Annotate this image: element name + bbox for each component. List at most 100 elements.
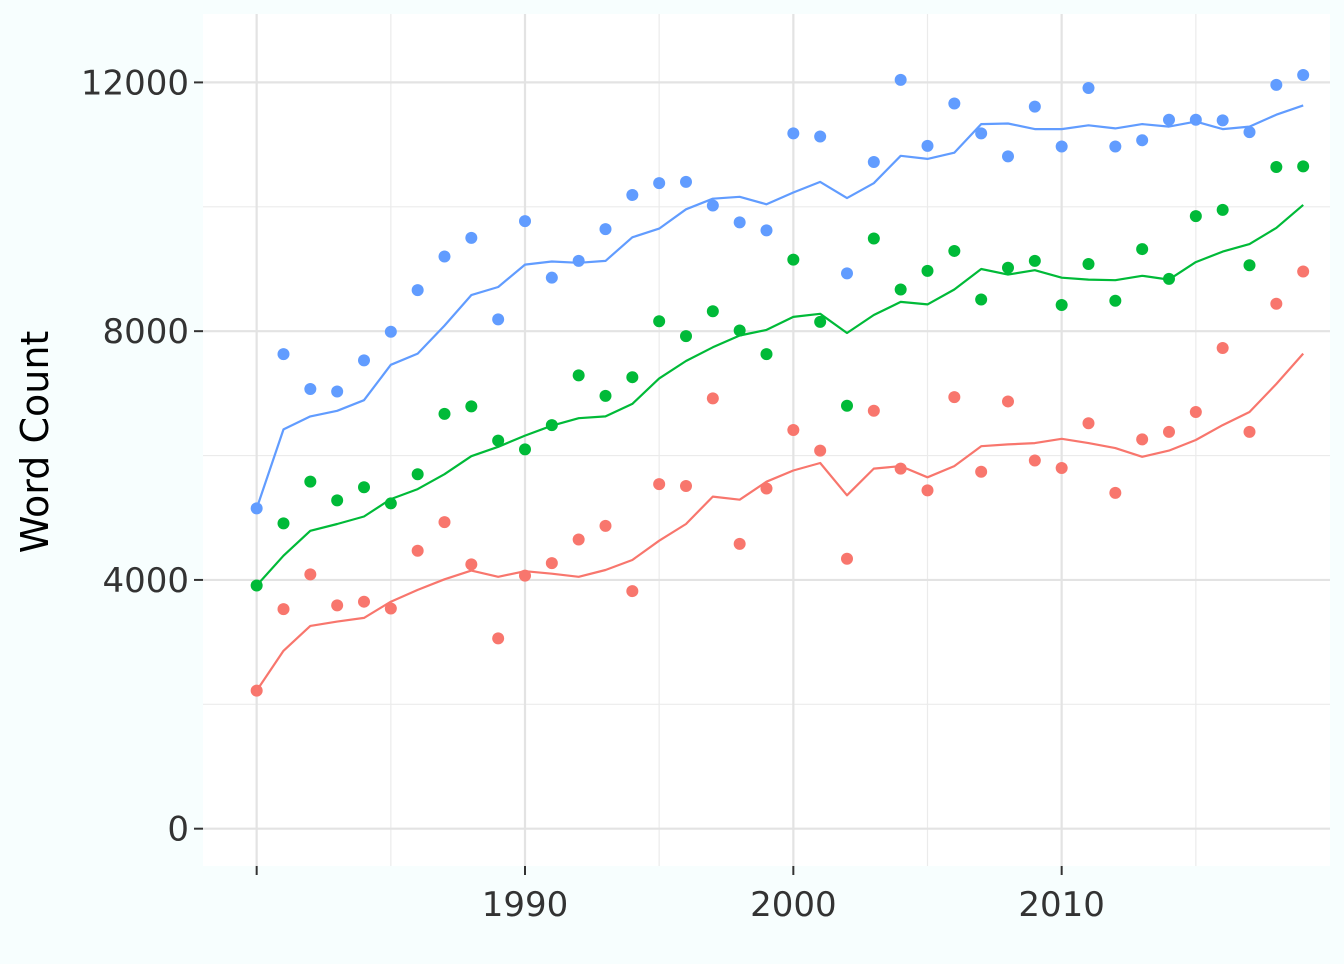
- series-3-point: [250, 684, 263, 697]
- series-2-point: [1216, 203, 1229, 216]
- series-2-point: [572, 369, 585, 382]
- series-2-point: [277, 517, 290, 530]
- series-2-point: [653, 315, 666, 328]
- series-2-point: [331, 494, 344, 507]
- series-3-point: [331, 599, 344, 612]
- series-1-point: [1028, 100, 1041, 113]
- series-2-point: [948, 244, 961, 257]
- series-1-point: [814, 130, 827, 143]
- series-2-point: [975, 293, 988, 306]
- series-1-point: [572, 254, 585, 267]
- series-3-point: [787, 424, 800, 437]
- series-2-point: [894, 283, 907, 296]
- series-3-point: [1082, 417, 1095, 430]
- series-3-point: [384, 602, 397, 615]
- series-1-point: [706, 199, 719, 212]
- series-1-trend-line: [255, 104, 1304, 509]
- series-1-point: [438, 250, 451, 263]
- x-tick-label: 2000: [750, 885, 837, 925]
- series-1-point: [921, 139, 934, 152]
- y-axis-title: Word Count: [13, 331, 57, 554]
- series-2-trend-line: [255, 204, 1304, 587]
- series-1-point: [1002, 150, 1014, 163]
- series-1-point: [1297, 68, 1310, 81]
- series-2-point: [599, 389, 612, 402]
- series-2-point: [1189, 210, 1202, 223]
- series-1-point: [1109, 140, 1122, 153]
- series-3-point: [492, 632, 505, 645]
- series-1-point: [680, 175, 692, 188]
- series-1-point: [948, 97, 961, 110]
- series-2-point: [1082, 258, 1095, 271]
- series-1-point: [1216, 114, 1229, 127]
- series-1-point: [384, 325, 397, 338]
- series-3-point: [733, 537, 746, 550]
- series-1-point: [411, 284, 424, 297]
- series-2-point: [1163, 272, 1175, 285]
- series-3-point: [1216, 341, 1229, 354]
- series-1-point: [1163, 113, 1175, 126]
- series-1-point: [1136, 134, 1149, 147]
- series-2-point: [250, 579, 263, 592]
- series-2-point: [626, 371, 639, 384]
- series-3-point: [894, 462, 907, 475]
- series-2-point: [680, 330, 692, 343]
- series-2-point: [1109, 294, 1122, 307]
- series-2-point: [411, 468, 424, 481]
- series-3-point: [653, 478, 666, 491]
- series-1-point: [545, 271, 558, 284]
- plot-panel: [203, 14, 1330, 866]
- series-1-point: [867, 156, 880, 169]
- series-1-point: [465, 231, 478, 244]
- series-3-point: [1189, 406, 1202, 419]
- series-2-point: [1136, 243, 1149, 256]
- series-3-point: [1297, 265, 1310, 278]
- series-2-point: [1270, 160, 1283, 173]
- series-2-point: [545, 419, 558, 432]
- series-2-point: [1055, 299, 1068, 312]
- series-3-point: [841, 552, 853, 565]
- series-1-point: [250, 502, 263, 515]
- series-3-point: [304, 568, 317, 581]
- series-2-point: [1297, 160, 1310, 173]
- series-2-point: [492, 434, 505, 447]
- series-2-point: [921, 264, 934, 277]
- series-3-point: [572, 533, 585, 546]
- series-1-point: [653, 177, 666, 190]
- series-1-point: [1243, 126, 1256, 139]
- series-3-point: [465, 558, 478, 571]
- y-tick-label: 4000: [102, 561, 189, 601]
- y-tick-label: 0: [167, 810, 189, 850]
- y-tick-label: 8000: [102, 312, 189, 352]
- series-2-point: [841, 399, 853, 412]
- series-2-point: [1028, 254, 1041, 267]
- series-3-point: [867, 404, 880, 417]
- series-1-point: [277, 348, 290, 361]
- grid: [203, 14, 1330, 866]
- series-1-point: [331, 385, 344, 398]
- series-1-point: [626, 188, 639, 201]
- series-1-point: [975, 127, 988, 140]
- series-3-point: [760, 482, 773, 495]
- series-3-point: [680, 480, 692, 493]
- series-3-point: [1055, 461, 1068, 474]
- series-3-point: [599, 519, 612, 532]
- series-1-point: [519, 215, 531, 228]
- series-3-point: [545, 557, 558, 570]
- series-2-point: [465, 400, 478, 413]
- series-3-point: [358, 595, 370, 608]
- series-1-point: [304, 383, 317, 396]
- plot-area: [250, 68, 1310, 697]
- y-tick-label: 12000: [81, 63, 189, 103]
- series-2-point: [867, 232, 880, 245]
- series-3-point: [706, 392, 719, 405]
- series-2-point: [733, 324, 746, 337]
- series-2-point: [358, 481, 370, 494]
- series-1-point: [1082, 82, 1095, 95]
- series-3-trend-line: [255, 352, 1305, 692]
- series-2-point: [1243, 259, 1256, 272]
- series-1-point: [733, 216, 746, 229]
- x-tick-label: 1990: [482, 885, 569, 925]
